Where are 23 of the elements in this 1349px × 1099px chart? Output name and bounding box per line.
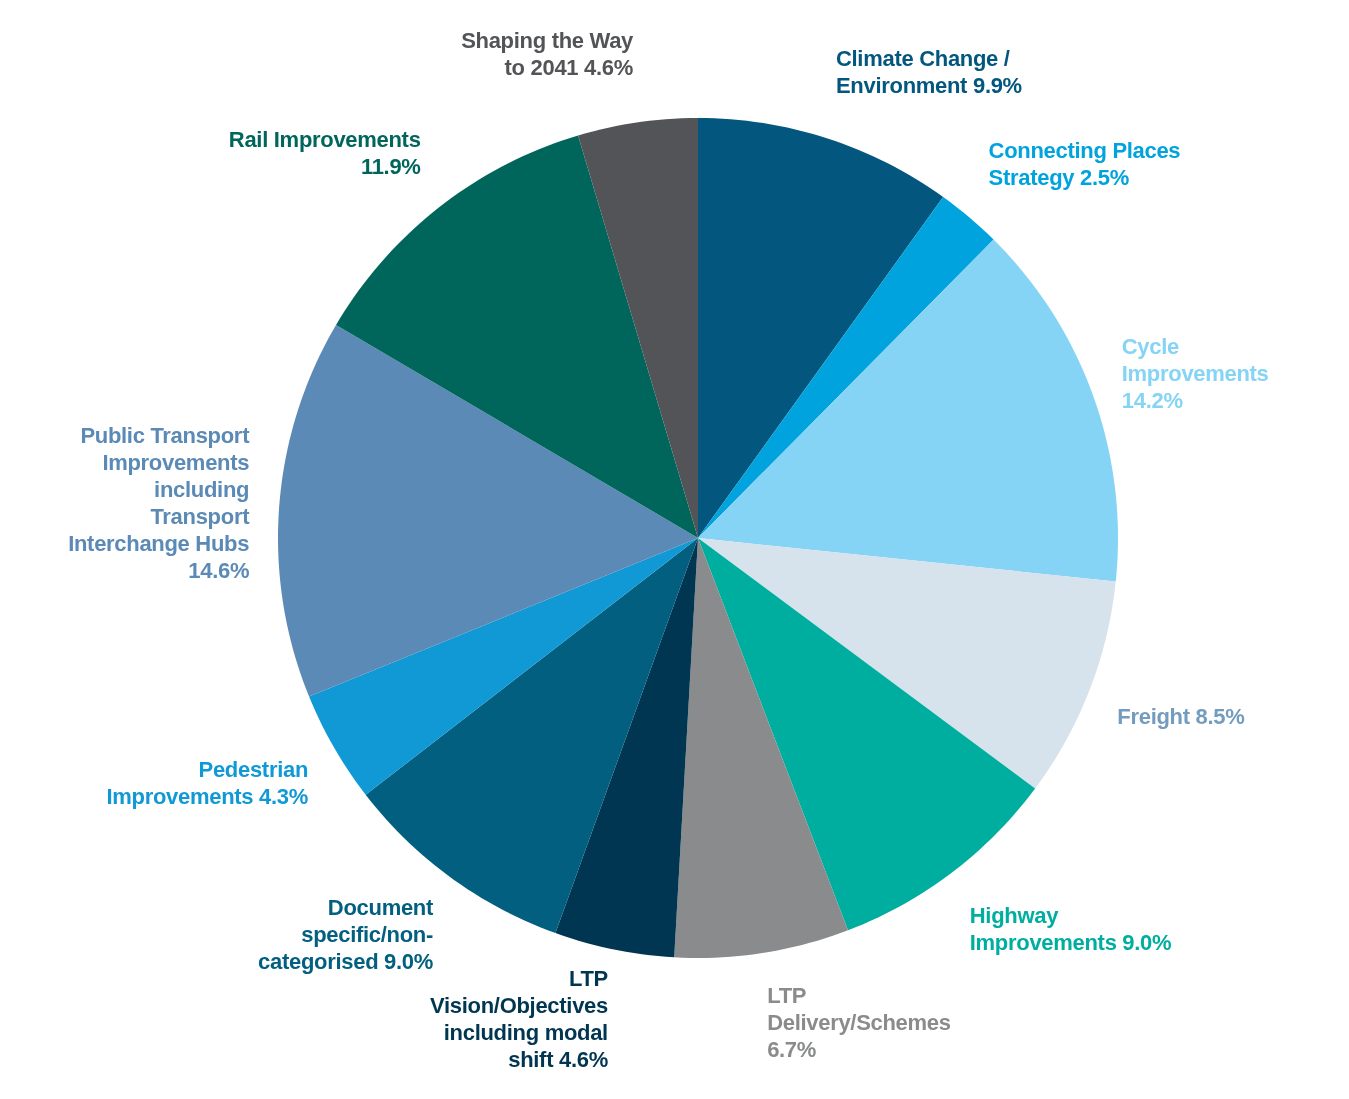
data-label: 14.2% (1121, 388, 1183, 414)
slice-label: Document specific/non-categorised 9.0% (258, 895, 434, 975)
slice-label: Cycle Improvements (1121, 334, 1269, 387)
pie-slice (309, 538, 698, 795)
slice-label: Shaping the Way to 2041 4.6% (461, 27, 635, 80)
data-label: 14.6% (188, 558, 250, 584)
slice-label: LTP Delivery/Schemes (767, 983, 951, 1036)
data-label: 6.7% (767, 1037, 817, 1063)
pie-slice (698, 118, 944, 538)
pie-slice (278, 324, 698, 697)
slice-label: Climate Change / Environment 9.9% (835, 46, 1022, 99)
pie-slice (674, 538, 848, 958)
pie-slice (578, 118, 698, 538)
pie-slice (698, 538, 1116, 789)
pie-slice (555, 538, 698, 958)
data-label: 11.9% (360, 153, 421, 179)
slice-label: Rail Improvements (228, 126, 421, 152)
slice-label: Highway Improvements 9.0% (969, 903, 1172, 956)
slice-label: Freight 8.5% (1117, 703, 1245, 729)
slice-label: Public Transport Improvements including Transport Interchange Hubs (68, 423, 251, 557)
slice-label: Pedestrian Improvements 4.3% (106, 757, 309, 810)
pie-slice (698, 239, 1118, 582)
slice-label: Connecting Places Strategy 2.5% (988, 138, 1181, 191)
